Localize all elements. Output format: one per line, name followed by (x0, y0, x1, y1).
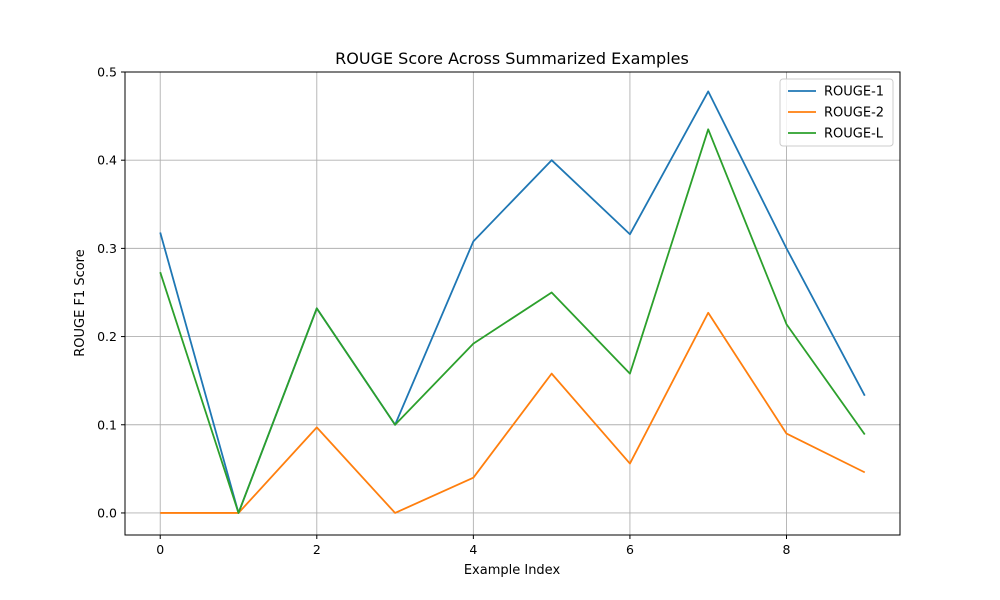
series-line-rouge-2 (160, 311, 866, 514)
x-tick-label: 6 (626, 542, 634, 557)
legend-box (779, 78, 894, 147)
y-tick-label: 0.4 (97, 153, 117, 168)
series-line-rouge-l (159, 128, 866, 514)
series-line-rouge-1 (159, 90, 866, 514)
x-tick-label: 0 (156, 542, 164, 557)
y-tick-label: 0.0 (97, 505, 117, 520)
x-tick-label: 2 (313, 542, 321, 557)
series-layer (159, 90, 866, 514)
x-axis-label: Example Index (464, 563, 561, 578)
plot-frame (124, 71, 901, 536)
x-tick-label: 8 (783, 542, 791, 557)
chart-title: ROUGE Score Across Summarized Examples (335, 49, 689, 68)
y-tick-label: 0.3 (97, 241, 117, 256)
y-tick-label: 0.1 (97, 417, 117, 432)
y-tick-label: 0.5 (97, 65, 117, 80)
x-tick-label: 4 (469, 542, 477, 557)
legend-label: ROUGE-2 (824, 106, 884, 121)
y-axis-label: ROUGE F1 Score (73, 249, 88, 357)
legend-label: ROUGE-1 (824, 85, 884, 100)
legend: ROUGE-1 ROUGE-2 ROUGE-L (779, 78, 894, 147)
y-tick-label: 0.2 (97, 329, 117, 344)
legend-label: ROUGE-L (824, 127, 884, 142)
axis-ticks: 0 2 4 6 8 0.0 0.1 0.2 0.3 0.4 0.5 (97, 65, 790, 558)
